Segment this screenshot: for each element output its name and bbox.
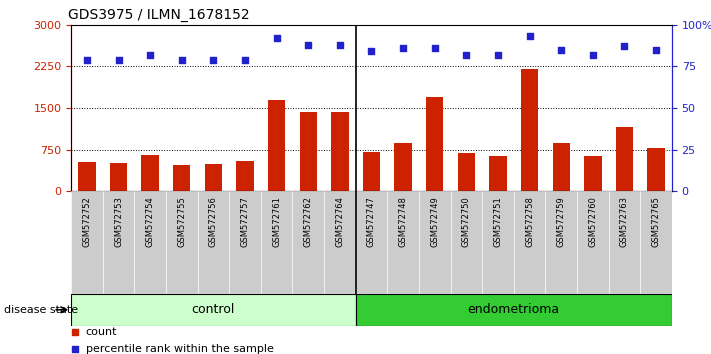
Point xyxy=(651,47,662,52)
Bar xyxy=(426,97,444,191)
Text: endometrioma: endometrioma xyxy=(468,303,560,316)
Text: GSM572765: GSM572765 xyxy=(651,196,661,247)
Point xyxy=(240,57,251,63)
Bar xyxy=(641,191,672,294)
Bar xyxy=(356,191,387,294)
Text: count: count xyxy=(85,327,117,337)
Point xyxy=(81,57,92,63)
Bar xyxy=(71,294,356,326)
Bar xyxy=(292,191,324,294)
Point xyxy=(303,42,314,47)
Text: GSM572749: GSM572749 xyxy=(430,196,439,247)
Bar xyxy=(584,156,602,191)
Point xyxy=(334,42,346,47)
Text: GSM572747: GSM572747 xyxy=(367,196,376,247)
Point xyxy=(461,52,472,58)
Bar xyxy=(261,191,292,294)
Point xyxy=(208,57,219,63)
Bar xyxy=(545,191,577,294)
Text: GSM572760: GSM572760 xyxy=(588,196,597,247)
Text: GSM572761: GSM572761 xyxy=(272,196,281,247)
Bar xyxy=(521,69,538,191)
Text: GSM572763: GSM572763 xyxy=(620,196,629,247)
Bar xyxy=(387,191,419,294)
Point xyxy=(365,48,377,54)
Point xyxy=(113,57,124,63)
Bar xyxy=(363,152,380,191)
Text: GSM572756: GSM572756 xyxy=(209,196,218,247)
Bar xyxy=(141,155,159,191)
Text: GSM572754: GSM572754 xyxy=(146,196,155,247)
Point xyxy=(524,34,535,39)
Bar xyxy=(451,191,482,294)
Text: GSM572764: GSM572764 xyxy=(336,196,344,247)
Text: GSM572750: GSM572750 xyxy=(462,196,471,247)
Point xyxy=(397,45,409,51)
Bar xyxy=(109,163,127,191)
Bar xyxy=(236,161,254,191)
Bar xyxy=(648,148,665,191)
Point xyxy=(587,52,599,58)
Text: GSM572752: GSM572752 xyxy=(82,196,92,247)
Point xyxy=(69,346,80,352)
Point xyxy=(144,52,156,58)
Text: GSM572757: GSM572757 xyxy=(240,196,250,247)
Bar xyxy=(616,127,634,191)
Text: GSM572759: GSM572759 xyxy=(557,196,566,247)
Bar xyxy=(419,191,451,294)
Bar xyxy=(331,113,348,191)
Bar xyxy=(482,191,514,294)
Text: GSM572751: GSM572751 xyxy=(493,196,503,247)
Text: percentile rank within the sample: percentile rank within the sample xyxy=(85,344,274,354)
Bar xyxy=(166,191,198,294)
Bar xyxy=(229,191,261,294)
Bar xyxy=(205,164,222,191)
Text: GSM572758: GSM572758 xyxy=(525,196,534,247)
Point xyxy=(555,47,567,52)
Point xyxy=(429,45,440,51)
Bar xyxy=(71,191,102,294)
Bar xyxy=(102,191,134,294)
Bar xyxy=(609,191,641,294)
Bar xyxy=(577,191,609,294)
Bar xyxy=(324,191,356,294)
Point xyxy=(492,52,503,58)
Text: GSM572753: GSM572753 xyxy=(114,196,123,247)
Bar xyxy=(552,143,570,191)
Text: GDS3975 / ILMN_1678152: GDS3975 / ILMN_1678152 xyxy=(68,8,250,22)
Point xyxy=(176,57,188,63)
Point xyxy=(619,44,630,49)
Bar xyxy=(356,294,672,326)
Bar xyxy=(514,191,545,294)
Point xyxy=(271,35,282,41)
Bar xyxy=(299,112,317,191)
Bar xyxy=(198,191,229,294)
Bar xyxy=(395,143,412,191)
Bar xyxy=(173,165,191,191)
Bar xyxy=(458,153,475,191)
Bar xyxy=(78,162,95,191)
Text: control: control xyxy=(192,303,235,316)
Bar xyxy=(489,156,507,191)
Text: GSM572748: GSM572748 xyxy=(399,196,407,247)
Bar xyxy=(268,99,285,191)
Text: GSM572755: GSM572755 xyxy=(177,196,186,247)
Point xyxy=(69,330,80,335)
Text: disease state: disease state xyxy=(4,305,77,315)
Text: GSM572762: GSM572762 xyxy=(304,196,313,247)
Bar xyxy=(134,191,166,294)
